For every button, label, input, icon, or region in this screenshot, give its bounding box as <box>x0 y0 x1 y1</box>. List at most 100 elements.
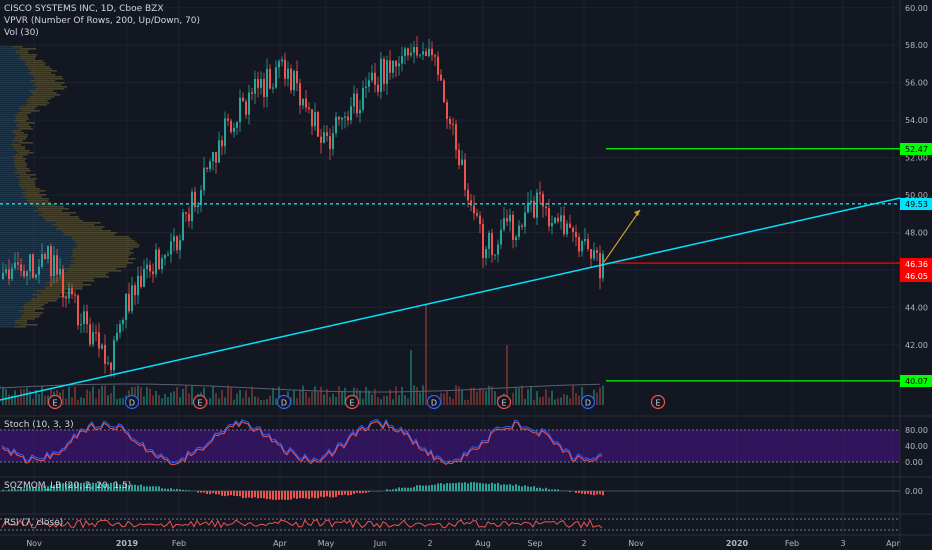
volume-bar <box>452 398 454 405</box>
candle-body <box>269 68 271 89</box>
volume-bar <box>302 385 304 405</box>
momentum-bar <box>152 486 154 491</box>
candle-body <box>563 215 565 235</box>
vpvr-up-bar <box>0 156 13 158</box>
momentum-bar <box>311 491 313 498</box>
vpvr-up-bar <box>0 96 30 98</box>
vpvr-legend[interactable]: VPVR (Number Of Rows, 200, Up/Down, 70) <box>4 16 201 26</box>
momentum-bar <box>239 491 241 497</box>
momentum-bar <box>527 486 529 491</box>
candle-body <box>416 47 418 56</box>
candle-body <box>44 254 46 260</box>
momentum-bar <box>479 482 481 491</box>
volume-bar <box>377 397 379 405</box>
price-tick: 50.00 <box>905 191 928 200</box>
volume-bar <box>398 395 400 405</box>
momentum-bar <box>269 491 271 500</box>
vpvr-down-bar <box>25 62 46 64</box>
momentum-bar <box>506 484 508 491</box>
candle-body <box>449 118 451 124</box>
momentum-bar <box>113 482 115 491</box>
vpvr-down-bar <box>64 268 117 270</box>
time-axis[interactable]: Nov 2019 Feb Apr May Jun 2 Aug Sep 2 Nov 2020 Feb 3 Ap… <box>26 539 900 548</box>
vpvr-down-bar <box>13 146 26 148</box>
candle-body <box>335 116 337 134</box>
volume-bar <box>599 387 601 405</box>
volume-bar <box>296 397 298 405</box>
vpvr-up-bar <box>0 300 32 302</box>
vpvr-up-bar <box>0 232 65 234</box>
vpvr-up-bar <box>0 72 29 74</box>
candle-body <box>434 55 436 57</box>
vpvr-up-bar <box>0 186 20 188</box>
momentum-bar <box>146 486 148 491</box>
candle-body <box>398 63 400 67</box>
momentum-bar <box>200 491 202 493</box>
candle-body <box>140 275 142 287</box>
vpvr-up-bar <box>0 280 52 282</box>
candle-body <box>248 92 250 115</box>
candle-body <box>53 255 55 277</box>
candle-body <box>596 250 598 253</box>
volume-bar <box>416 387 418 405</box>
event-label: E <box>197 399 202 408</box>
candle-body <box>98 332 100 349</box>
stoch-legend[interactable]: Stoch (10, 3, 3) <box>4 420 74 430</box>
candle-body <box>515 236 517 240</box>
volume-bar <box>38 394 40 405</box>
volume-bar <box>149 388 151 405</box>
vpvr-down-bar <box>43 216 79 218</box>
candle-body <box>329 136 331 149</box>
candle-body <box>74 294 76 296</box>
momentum-bar <box>485 483 487 491</box>
candle-body <box>101 344 103 349</box>
price-label-box <box>900 198 932 210</box>
event-label: D <box>281 399 287 408</box>
momentum-bar <box>161 488 163 491</box>
symbol-title[interactable]: CISCO SYSTEMS INC, 1D, Cboe BZX <box>4 4 164 14</box>
vpvr-down-bar <box>31 298 59 300</box>
candle-body <box>410 52 412 56</box>
momentum-bar <box>86 482 88 491</box>
volume-bar <box>14 390 16 405</box>
volume-bar <box>458 386 460 405</box>
vpvr-down-bar <box>50 284 92 286</box>
vpvr-up-bar <box>0 140 13 142</box>
stoch-tick: 40.00 <box>905 442 928 451</box>
sqzmom-legend[interactable]: SQZMOM_LB (20, 2, 20, 1.5) <box>4 481 132 491</box>
momentum-bar <box>182 489 184 491</box>
candle-body <box>380 58 382 92</box>
candle-body <box>521 225 523 227</box>
volume-bar <box>185 385 187 405</box>
momentum-bar <box>389 489 391 491</box>
momentum-bar <box>227 491 229 496</box>
vpvr-down-bar <box>31 300 57 302</box>
vpvr-up-bar <box>0 244 77 246</box>
vpvr-up-bar <box>0 94 34 96</box>
momentum-bar <box>452 483 454 491</box>
volume-bar <box>218 398 220 405</box>
vpvr-up-bar <box>0 206 36 208</box>
rsi-legend[interactable]: RSI (7, close) <box>4 518 64 528</box>
volume-legend[interactable]: Vol (30) <box>4 28 39 38</box>
momentum-bar <box>53 485 55 491</box>
volume-bar <box>443 393 445 405</box>
momentum-bar <box>122 484 124 491</box>
vpvr-up-bar <box>0 176 17 178</box>
volume-bar <box>26 387 28 405</box>
momentum-bar <box>245 491 247 498</box>
candle-body <box>458 149 460 165</box>
volume-bar <box>110 392 112 405</box>
candle-body <box>218 140 220 163</box>
momentum-bar <box>164 488 166 491</box>
momentum-bar <box>518 485 520 491</box>
price-axis[interactable]: 60.0058.0056.0054.0052.0050.0048.0046.00… <box>900 4 932 387</box>
candle-body <box>317 112 319 137</box>
candle-body <box>11 268 13 279</box>
momentum-bar <box>254 491 256 498</box>
volume-bar <box>449 396 451 405</box>
momentum-bar <box>395 488 397 491</box>
momentum-bar <box>116 483 118 491</box>
volume-bar <box>392 399 394 405</box>
